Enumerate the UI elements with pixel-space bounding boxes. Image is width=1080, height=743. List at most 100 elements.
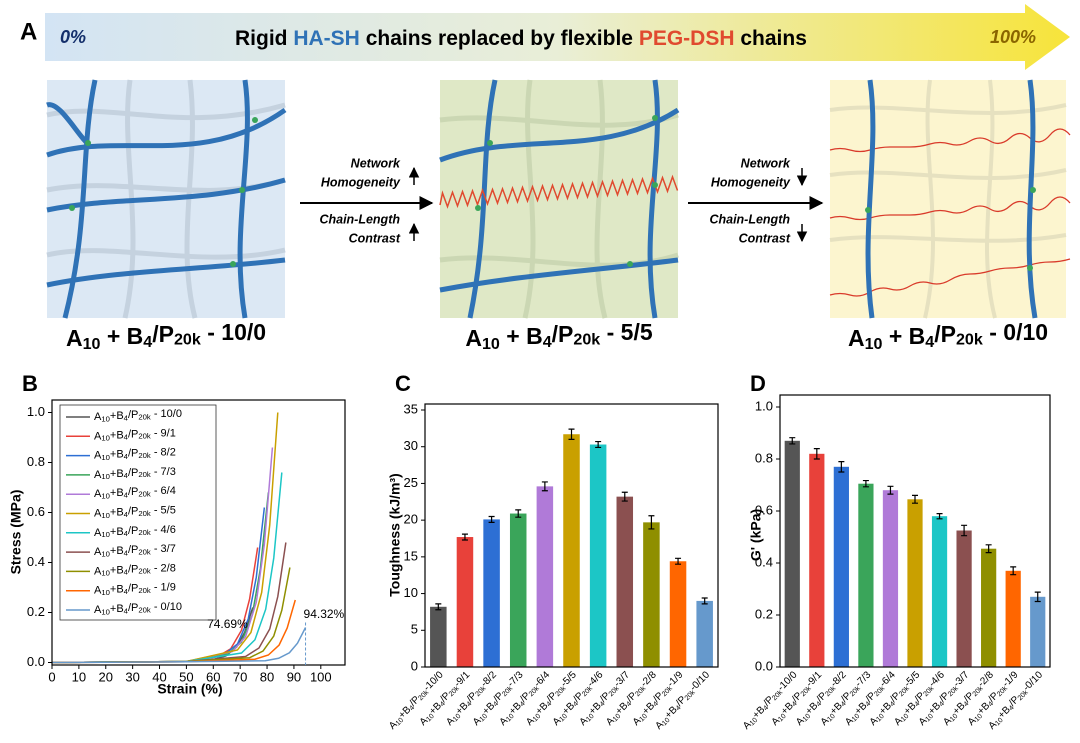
y-tick-label: 0.8	[755, 450, 773, 465]
bar	[430, 606, 447, 667]
y-tick-label: 20	[404, 512, 418, 527]
error-bar	[789, 437, 796, 445]
legend-label: A10+B4/P20k - 10/0	[94, 408, 182, 423]
legend-box	[59, 404, 217, 621]
y-tick-label: 0.4	[27, 554, 45, 569]
panel-letter: B	[22, 371, 38, 396]
x-tick-label: 30	[125, 669, 139, 684]
legend-label: A10+B4/P20k - 7/3	[94, 466, 176, 481]
title: Rigid HA-SH chains replaced by flexible …	[235, 27, 807, 51]
error-bar	[488, 515, 495, 523]
legend-label: A10+B4/P20k - 0/10	[94, 601, 182, 616]
bar	[536, 486, 554, 667]
stress-curve	[51, 627, 307, 664]
transition-1: Network Homogeneity Chain-Length Contras…	[300, 156, 434, 245]
bar	[669, 561, 687, 667]
error-bar	[515, 509, 522, 518]
bar	[1030, 596, 1046, 667]
y-axis-label: G' (kPa)	[748, 509, 764, 561]
scale-end: 100%	[990, 27, 1037, 47]
y-tick-label: 0.6	[27, 504, 45, 519]
bar	[456, 537, 474, 667]
transition-label: Homogeneity	[711, 175, 791, 189]
transition-label: Contrast	[349, 231, 401, 245]
x-axis-label: Strain (%)	[157, 681, 222, 697]
y-tick-label: 0	[411, 658, 418, 673]
error-bar	[813, 448, 820, 460]
bar	[784, 440, 800, 667]
y-tick-label: 10	[404, 585, 418, 600]
y-tick-label: 15	[404, 548, 418, 563]
legend-label: A10+B4/P20k - 8/2	[94, 447, 176, 462]
x-tick-label: 90	[287, 669, 301, 684]
transition-label: Homogeneity	[321, 175, 401, 189]
bar	[563, 434, 580, 667]
transition-label: Chain-Length	[319, 212, 400, 226]
panel-letter: C	[395, 371, 411, 396]
bar	[833, 466, 849, 667]
peg-coil	[439, 174, 679, 209]
plot-frame	[424, 403, 719, 668]
y-tick-label: 0.2	[755, 606, 773, 621]
error-bar	[568, 428, 575, 440]
x-tick-label: 20	[99, 669, 113, 684]
bar	[483, 519, 500, 667]
bar	[1005, 570, 1021, 667]
panel-letter: D	[750, 371, 766, 396]
error-bar	[912, 494, 918, 504]
error-bar	[701, 597, 708, 605]
x-tick-label: A10+B4/P20k-10/0	[385, 669, 448, 732]
error-bar	[595, 440, 602, 449]
title-part: Rigid	[235, 27, 288, 50]
error-bar	[1010, 566, 1017, 576]
error-bar	[1034, 591, 1041, 603]
gradient-arrow	[45, 4, 1070, 70]
y-tick-label: 0.4	[755, 554, 773, 569]
transition-label: Network	[741, 156, 791, 170]
y-tick-label: 25	[404, 475, 418, 490]
error-bar	[435, 603, 442, 611]
condition-label: A10 + B4/P20k - 5/5	[465, 319, 653, 353]
error-bar	[621, 491, 628, 502]
x-tick-label: 10	[72, 669, 86, 684]
y-tick-label: 1.0	[27, 404, 45, 419]
x-tick-label: 70	[233, 669, 247, 684]
error-bar	[648, 515, 655, 530]
y-tick-label: 0.0	[27, 654, 45, 669]
error-bar	[838, 461, 845, 473]
x-tick-label: 50	[179, 669, 193, 684]
title-part: HA-SH	[293, 27, 360, 50]
error-bar	[936, 513, 943, 520]
y-tick-label: 0.6	[755, 502, 773, 517]
x-tick-label: 100	[310, 669, 332, 684]
y-axis-label: Stress (MPa)	[8, 490, 24, 575]
legend-label: A10+B4/P20k - 9/1	[94, 427, 176, 442]
bar	[956, 530, 972, 667]
network-box-1	[46, 79, 287, 319]
x-tick-label: 0	[48, 669, 55, 684]
transition-label: Contrast	[739, 231, 791, 245]
x-tick-label: 40	[152, 669, 166, 684]
legend-label: A10+B4/P20k - 4/6	[94, 524, 176, 539]
bar	[882, 490, 899, 667]
legend-label: A10+B4/P20k - 1/9	[94, 582, 176, 597]
error-bar	[541, 481, 548, 492]
y-tick-label: 1.0	[755, 398, 773, 413]
title-part: chains	[740, 27, 807, 50]
title-part: PEG-DSH	[638, 27, 735, 50]
y-tick-label: 0.2	[27, 604, 45, 619]
error-bar	[985, 544, 992, 554]
x-tick-label: 60	[206, 669, 220, 684]
bar	[696, 600, 713, 667]
y-axis-label: Toughness (kJ/m³)	[387, 473, 403, 596]
bar	[616, 496, 634, 667]
bar	[643, 522, 660, 667]
legend-label: A10+B4/P20k - 3/7	[94, 543, 176, 558]
transition-label: Chain-Length	[709, 212, 790, 226]
legend-label: A10+B4/P20k - 5/5	[94, 504, 176, 519]
bar	[981, 548, 997, 667]
plot-frame	[779, 394, 1051, 668]
error-bar	[461, 533, 468, 541]
